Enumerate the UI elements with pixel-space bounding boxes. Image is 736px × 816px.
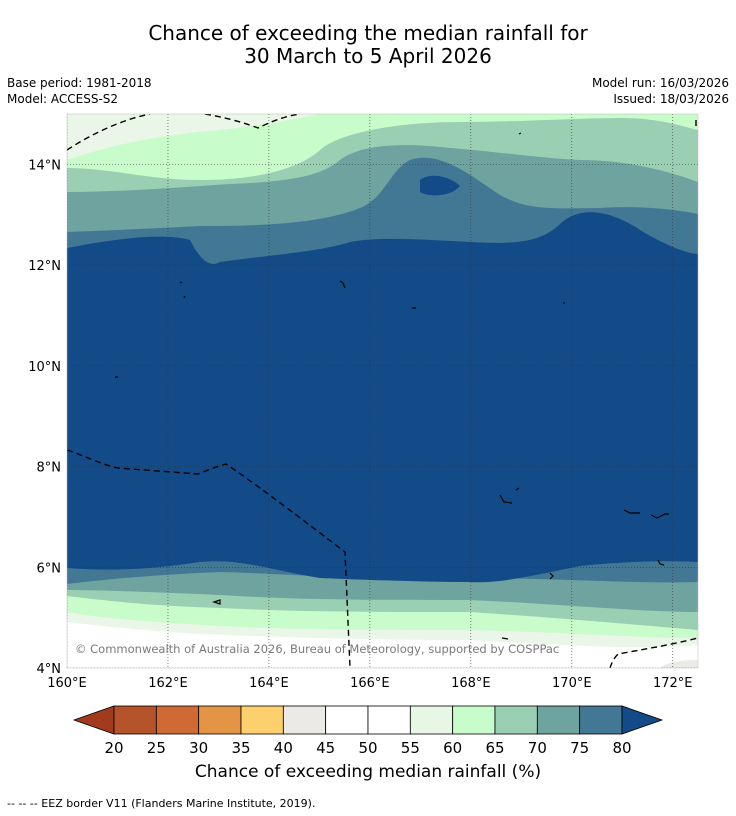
graticule <box>67 114 698 668</box>
colorbar-bin-40 <box>282 705 327 735</box>
colorbar-tick-25: 25 <box>147 739 166 757</box>
colorbar-tick-75: 75 <box>570 739 589 757</box>
plot-frame <box>66 113 699 669</box>
lon-label-166: 166°E <box>350 676 390 691</box>
islands <box>115 132 669 640</box>
colorbar-bin-50 <box>367 705 411 735</box>
lon-label-168: 168°E <box>451 676 491 691</box>
map-title: Chance of exceeding the median rainfall … <box>0 22 736 68</box>
colorbar-bin-65 <box>494 705 538 735</box>
band-45-50 <box>660 660 698 668</box>
lon-label-160: 160°E <box>47 676 87 691</box>
eez-border-north-2 <box>204 114 301 129</box>
colorbar-bin-25 <box>155 705 200 735</box>
island-2 <box>183 295 186 299</box>
model-run: Model run: 16/03/2026 <box>591 76 729 90</box>
colorbar-bin-60 <box>452 705 496 735</box>
copyright-text: © Commonwealth of Australia 2026, Bureau… <box>75 642 559 656</box>
colorbar-bin-20 <box>113 705 157 735</box>
island-5 <box>518 132 522 135</box>
meta-right: Model run: 16/03/2026 Issued: 18/03/2026 <box>592 75 729 107</box>
colorbar-tick-45: 45 <box>316 739 335 757</box>
base-period: Base period: 1981-2018 <box>7 76 152 90</box>
colorbar-tick-65: 65 <box>485 739 504 757</box>
eez-footnote: -- -- -- EEZ border V11 (Flanders Marine… <box>7 797 316 810</box>
colorbar-bin-55 <box>409 705 454 735</box>
colorbar-tick-80: 80 <box>612 739 631 757</box>
lat-label-6: 6°N <box>37 561 62 576</box>
lat-label-8: 8°N <box>37 461 62 476</box>
island-14 <box>657 559 665 566</box>
lon-label-162: 162°E <box>148 676 188 691</box>
lat-label-10: 10°N <box>28 360 61 375</box>
lat-tick-labels: 4°N 6°N 8°N 10°N 12°N 14°N <box>28 158 61 677</box>
island-10 <box>650 513 669 519</box>
colorbar-arrow-high <box>621 705 664 735</box>
lon-label-164: 164°E <box>249 676 289 691</box>
eez-border-north-1 <box>67 114 151 151</box>
island-8 <box>515 487 520 491</box>
colorbar-tick-60: 60 <box>443 739 462 757</box>
colorbar-arrow-low <box>72 705 115 735</box>
meta-left: Base period: 1981-2018 Model: ACCESS-S2 <box>7 75 152 107</box>
title-line-1: Chance of exceeding the median rainfall … <box>148 21 588 45</box>
colorbar-tick-50: 50 <box>358 739 377 757</box>
colorbar-bin-30 <box>198 705 242 735</box>
lon-label-170: 170°E <box>552 676 592 691</box>
colorbar-tick-20: 20 <box>104 739 123 757</box>
lat-label-12: 12°N <box>28 259 61 274</box>
title-line-2: 30 March to 5 April 2026 <box>244 44 492 68</box>
eez-border <box>67 114 698 668</box>
colorbar-bin-75 <box>579 705 623 735</box>
colorbar-tick-55: 55 <box>401 739 420 757</box>
eez-border-central <box>67 449 351 668</box>
colorbar-tick-30: 30 <box>189 739 208 757</box>
colorbar-tick-70: 70 <box>528 739 547 757</box>
colorbar-tick-40: 40 <box>274 739 293 757</box>
colorbar-bin-35 <box>240 705 284 735</box>
probability-contours <box>67 114 698 668</box>
issued-date: Issued: 18/03/2026 <box>613 92 729 106</box>
lat-label-4: 4°N <box>37 662 62 677</box>
band-80-pocket <box>420 175 460 196</box>
island-13 <box>501 637 509 640</box>
island-1 <box>179 281 183 284</box>
island-11 <box>549 572 554 580</box>
eez-border-south <box>609 637 698 668</box>
lon-tick-labels: 160°E 162°E 164°E 166°E 168°E 170°E 172°E <box>47 676 692 691</box>
colorbar-tick-35: 35 <box>231 739 250 757</box>
lat-label-14: 14°N <box>28 158 61 173</box>
colorbar-title: Chance of exceeding median rainfall (%) <box>194 762 542 782</box>
colorbar: 20 25 30 35 40 45 50 55 60 65 70 75 80 <box>72 705 664 757</box>
model-name: Model: ACCESS-S2 <box>7 92 119 106</box>
island-12 <box>212 599 221 605</box>
lon-label-172: 172°E <box>653 676 693 691</box>
band-80-plus <box>67 212 698 583</box>
colorbar-bin-45 <box>325 705 369 735</box>
island-7 <box>499 494 513 504</box>
colorbar-bin-70 <box>536 705 581 735</box>
island-9 <box>623 509 640 514</box>
island-3 <box>339 280 346 289</box>
